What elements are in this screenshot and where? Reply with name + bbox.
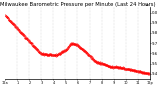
Text: in: in (145, 3, 150, 7)
Title: Milwaukee Barometric Pressure per Minute (Last 24 Hours): Milwaukee Barometric Pressure per Minute… (0, 2, 155, 7)
